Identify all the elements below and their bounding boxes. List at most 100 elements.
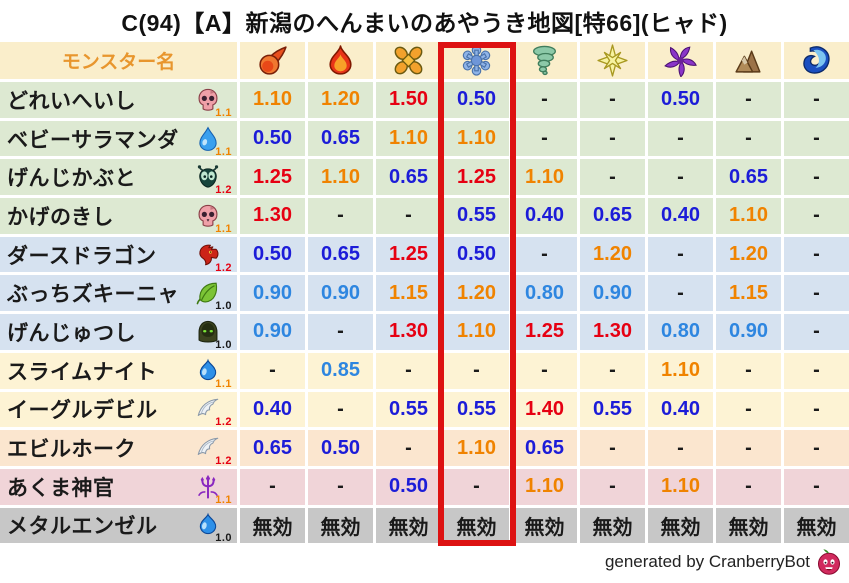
resistance-cell: 1.25 <box>444 159 509 196</box>
resistance-cell: 0.65 <box>512 430 577 466</box>
element-header-cell <box>716 42 781 79</box>
resistance-cell: - <box>580 468 645 505</box>
resistance-cell: 0.40 <box>512 198 577 234</box>
resistance-cell: - <box>308 468 373 505</box>
footer: generated by CranberryBot <box>605 548 843 576</box>
resistance-cell: - <box>716 352 781 389</box>
resistance-cell: 無効 <box>716 507 781 544</box>
resistance-cell: 1.20 <box>580 236 645 273</box>
resistance-cell: - <box>580 159 645 196</box>
boost-multiplier: 1.2 <box>215 455 232 468</box>
monster-name: ぶっちズキーニャ <box>7 283 179 307</box>
resistance-cell: 1.25 <box>512 314 577 350</box>
resistance-cell: 無効 <box>580 507 645 544</box>
resistance-cell: 無効 <box>512 507 577 544</box>
pinwheel-icon <box>664 44 697 77</box>
element-header-cell <box>512 42 577 79</box>
resistance-cell: 1.10 <box>716 198 781 234</box>
mountain-icon <box>732 44 765 77</box>
resistance-cell: 0.65 <box>580 198 645 234</box>
monster-name-cell: メタルエンゼル 1.0 <box>0 507 237 544</box>
monster-name-cell: イーグルデビル 1.2 <box>0 391 237 428</box>
wing-icon: 1.2 <box>195 435 232 467</box>
resistance-cell: - <box>376 430 441 466</box>
resistance-cell: 0.85 <box>308 352 373 389</box>
resistance-cell: 0.65 <box>308 120 373 157</box>
resistance-cell: - <box>648 159 713 196</box>
wing-icon: 1.2 <box>195 396 232 428</box>
boost-multiplier: 1.1 <box>215 493 232 506</box>
burst-icon <box>392 44 425 77</box>
resistance-cell: - <box>580 120 645 157</box>
monster-name: どれいへいし <box>7 89 136 113</box>
resistance-cell: - <box>784 236 849 273</box>
resistance-cell: - <box>648 120 713 157</box>
resistance-cell: - <box>308 198 373 234</box>
resistance-cell: - <box>716 120 781 157</box>
resistance-cell: 無効 <box>240 507 305 544</box>
boost-multiplier: 1.1 <box>215 106 232 119</box>
resistance-cell: - <box>580 352 645 389</box>
resistance-cell: 0.50 <box>240 120 305 157</box>
resistance-cell: 0.50 <box>376 468 441 505</box>
resistance-cell: 無効 <box>308 507 373 544</box>
footer-credit-text: generated by CranberryBot <box>604 552 810 571</box>
resistance-cell: 無効 <box>648 507 713 544</box>
resistance-cell: 1.30 <box>240 198 305 234</box>
resistance-cell: 1.10 <box>376 120 441 157</box>
monster-name-cell: あくま神官 1.1 <box>0 468 237 506</box>
resistance-cell: 0.55 <box>444 198 509 234</box>
resistance-cell: 0.50 <box>308 430 373 466</box>
trident-icon: 1.1 <box>195 474 232 506</box>
boost-multiplier: 1.1 <box>215 222 232 235</box>
resistance-cell: 0.50 <box>444 82 509 118</box>
resistance-cell: 1.10 <box>512 159 577 196</box>
resistance-cell: - <box>240 352 305 389</box>
resistance-cell: 0.80 <box>648 314 713 350</box>
element-header-cell <box>648 42 713 79</box>
resistance-cell: 0.50 <box>648 82 713 118</box>
resistance-cell: - <box>784 275 849 312</box>
boost-multiplier: 1.1 <box>215 145 232 158</box>
monster-name-cell: どれいへいし 1.1 <box>0 82 237 119</box>
monster-name-cell: ベビーサラマンダ 1.1 <box>0 120 237 158</box>
resistance-cell: - <box>784 352 849 389</box>
resistance-cell: 1.25 <box>240 159 305 196</box>
resistance-cell: 無効 <box>444 507 509 544</box>
leaf-icon: 1.0 <box>195 280 232 312</box>
boost-multiplier: 1.2 <box>215 261 232 274</box>
resistance-cell: 0.90 <box>716 314 781 350</box>
resistance-cell: - <box>376 198 441 234</box>
resistance-cell: 1.40 <box>512 391 577 428</box>
resistance-cell: 1.15 <box>716 275 781 312</box>
resistance-cell: 0.65 <box>308 236 373 273</box>
resistance-table: モンスター名 どれいへいし 1.1 1.10 1.20 1.50 0.50- -0.50- -… <box>0 42 849 544</box>
boost-multiplier: 1.0 <box>215 300 232 313</box>
element-header-cell <box>580 42 645 79</box>
resistance-cell: 1.20 <box>716 236 781 273</box>
resistance-cell: 1.25 <box>376 236 441 273</box>
resistance-cell: 0.55 <box>376 391 441 428</box>
monster-name: あくま神官 <box>7 476 115 500</box>
resistance-cell: - <box>784 120 849 157</box>
element-header-cell <box>444 42 509 79</box>
resistance-cell: - <box>716 391 781 428</box>
resistance-cell: 1.20 <box>308 82 373 118</box>
resistance-cell: 0.90 <box>240 314 305 350</box>
resistance-cell: - <box>376 352 441 389</box>
resistance-cell: - <box>512 236 577 273</box>
monster-name: げんじゅつし <box>7 321 136 345</box>
monster-name: ベビーサラマンダ <box>7 128 179 152</box>
skull-icon: 1.1 <box>195 87 232 119</box>
resistance-cell: - <box>512 120 577 157</box>
flame-icon <box>324 44 357 77</box>
resistance-cell: 0.55 <box>444 391 509 428</box>
element-header-cell <box>308 42 373 79</box>
resistance-cell: 0.65 <box>716 159 781 196</box>
resistance-cell: - <box>648 430 713 466</box>
resistance-cell: 0.40 <box>648 198 713 234</box>
resistance-cell: 0.50 <box>240 236 305 273</box>
resistance-cell: 1.10 <box>512 468 577 505</box>
resistance-cell: - <box>444 352 509 389</box>
